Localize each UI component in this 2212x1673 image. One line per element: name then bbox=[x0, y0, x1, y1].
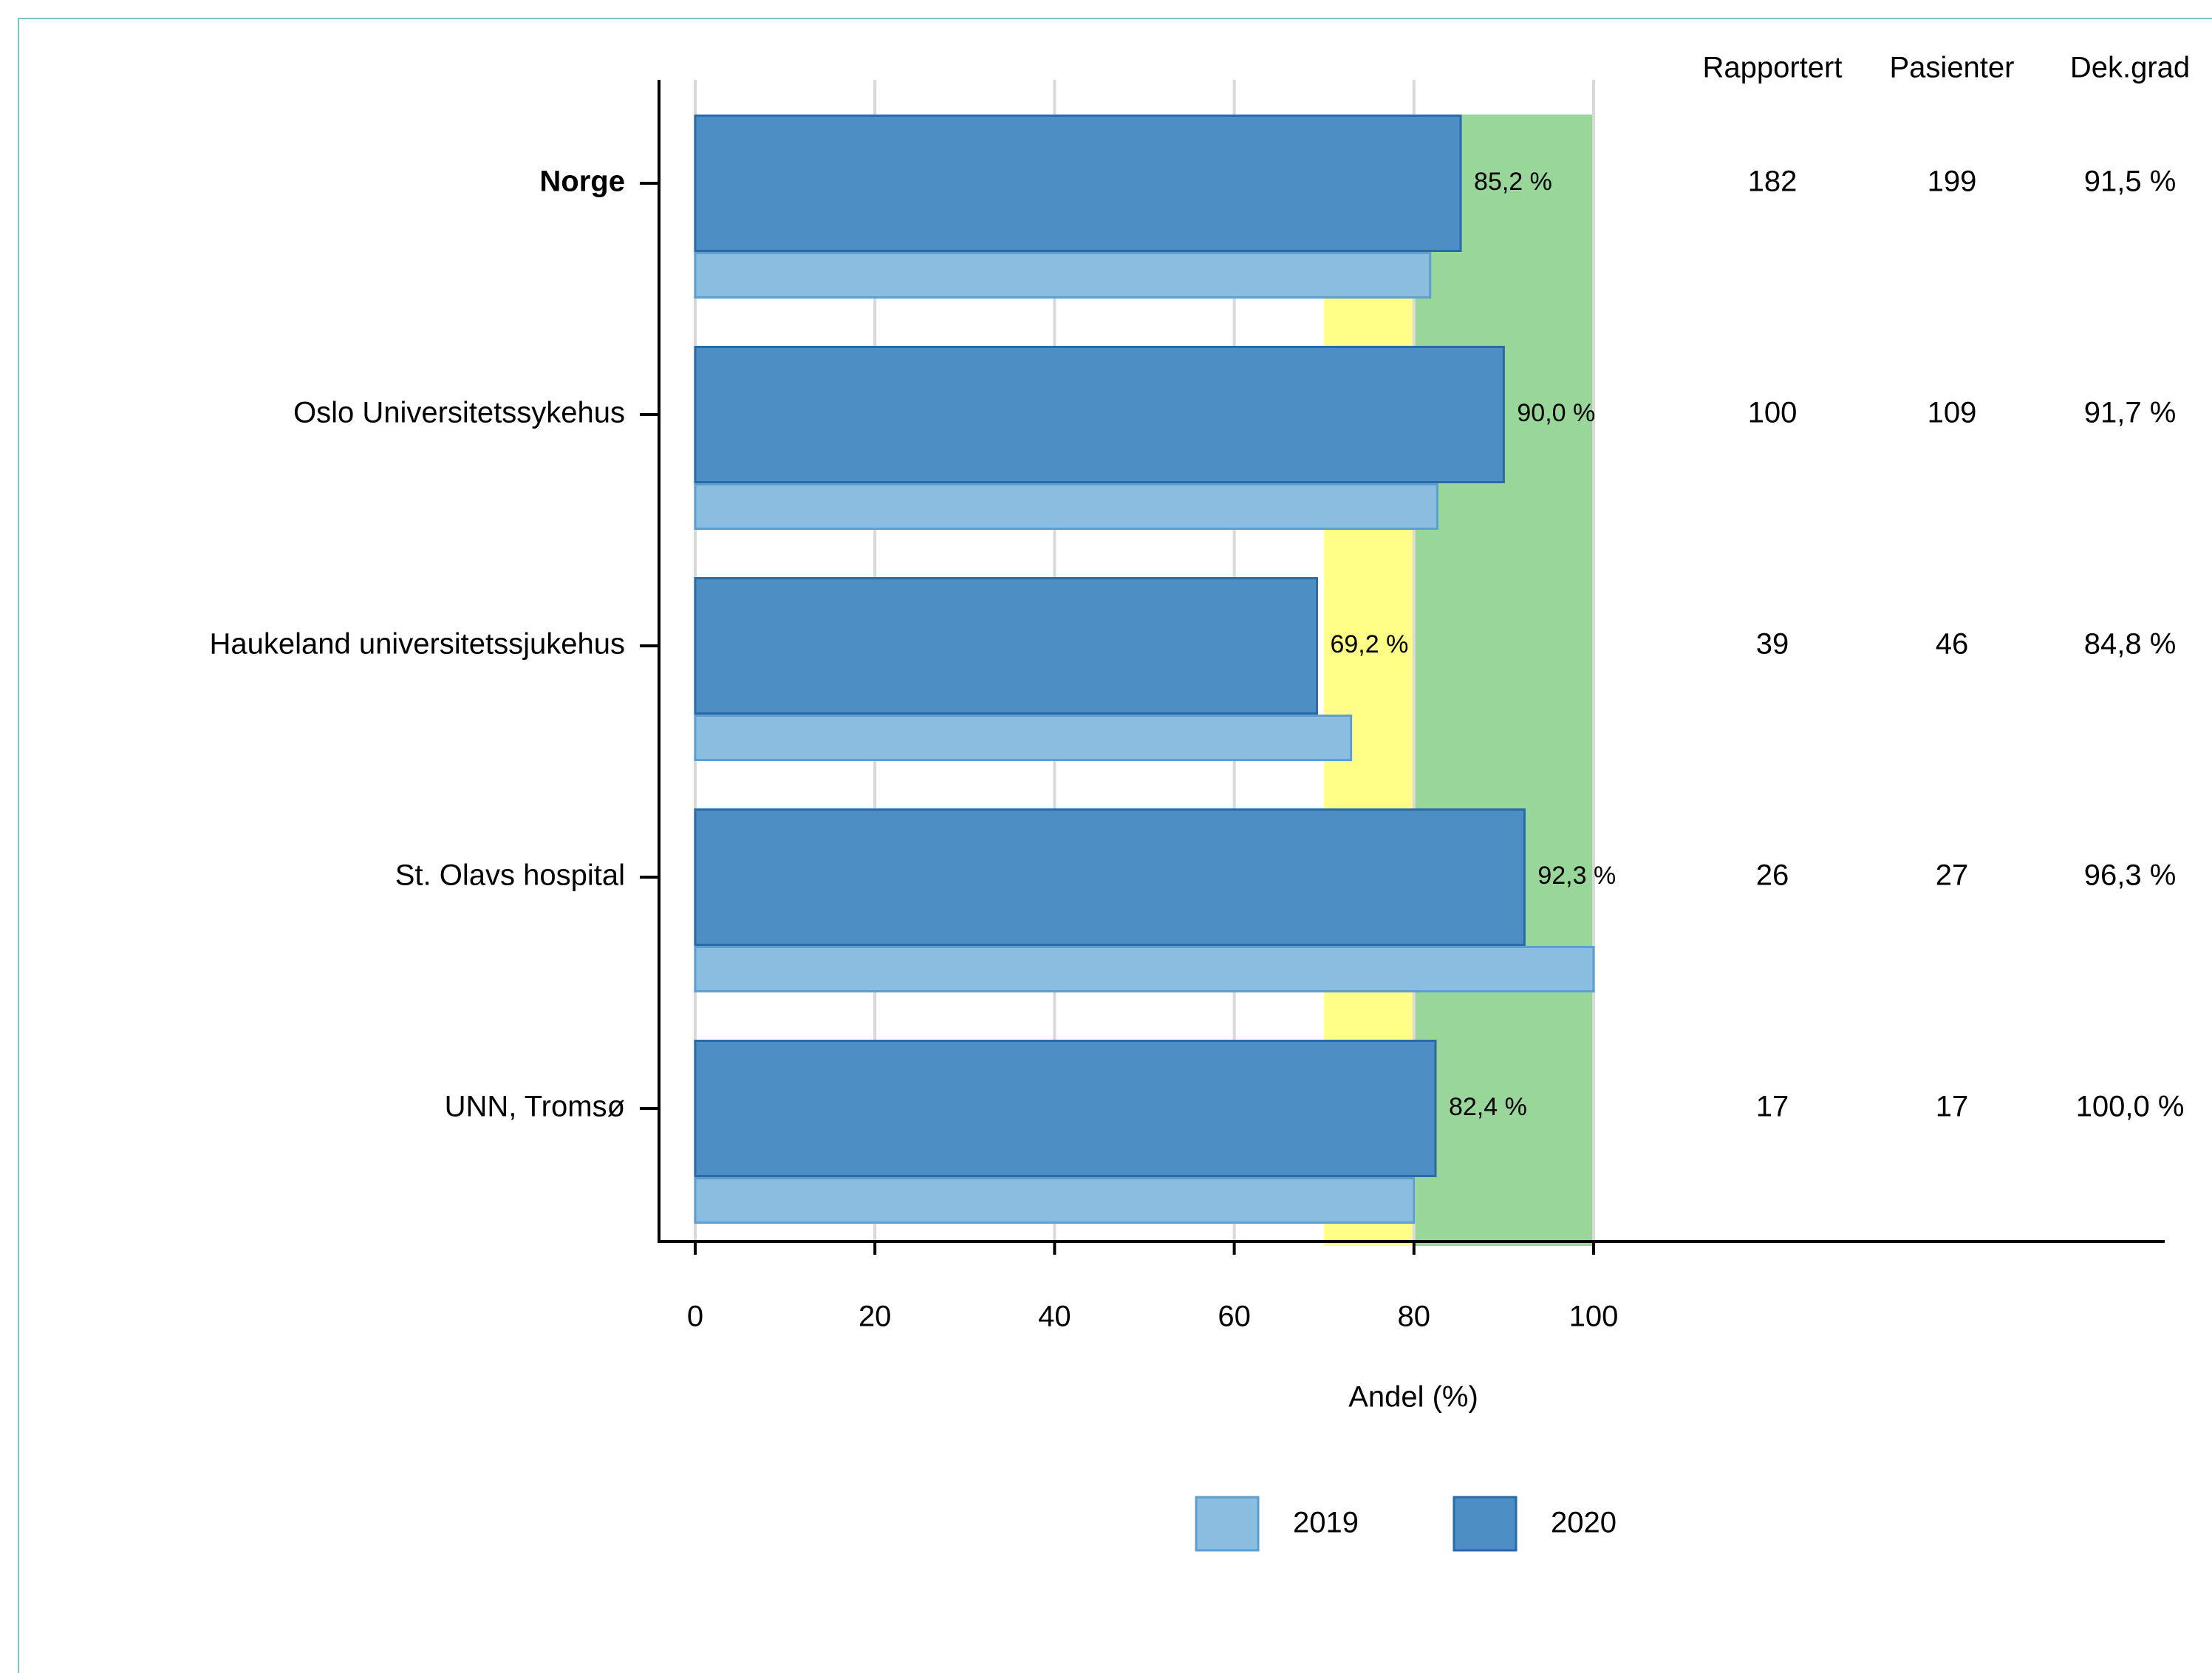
table-cell-3-0: 26 bbox=[1756, 859, 1789, 892]
x-tick-label-4: 80 bbox=[1398, 1301, 1431, 1333]
table-cell-3-2: 96,3 % bbox=[2084, 859, 2177, 892]
legend: 2019 2020 bbox=[1195, 1496, 1617, 1552]
bar-2019-2 bbox=[694, 715, 1353, 761]
x-axis-title: Andel (%) bbox=[1348, 1381, 1478, 1414]
bars: 85,2 % 90,0 % 69,2 % 92,3 % 82,4 % bbox=[694, 115, 1616, 1224]
table-cell-0-2: 91,5 % bbox=[2084, 166, 2177, 198]
table-cell-4-1: 17 bbox=[1936, 1091, 1969, 1123]
bar-2020-0 bbox=[694, 115, 1462, 252]
bar-2020-1 bbox=[694, 346, 1505, 483]
bar-2019-4 bbox=[694, 1177, 1416, 1224]
table-header-0: Rapportert bbox=[1703, 52, 1843, 84]
category-label-1: Oslo Universitetssykehus bbox=[293, 397, 625, 429]
bar-2020-4 bbox=[694, 1040, 1437, 1177]
bar-2020-2 bbox=[694, 577, 1318, 715]
bar-2019-1 bbox=[694, 483, 1438, 530]
value-label-4: 82,4 % bbox=[1449, 1093, 1527, 1121]
category-label-0: Norge bbox=[539, 166, 625, 198]
value-label-2: 69,2 % bbox=[1330, 630, 1408, 658]
category-label-3: St. Olavs hospital bbox=[395, 859, 625, 892]
table-cell-3-1: 27 bbox=[1936, 859, 1969, 892]
table-header-1: Pasienter bbox=[1890, 52, 2015, 84]
category-label-4: UNN, Tromsø bbox=[445, 1091, 625, 1123]
table-cell-1-1: 109 bbox=[1928, 397, 1977, 429]
chart-frame bbox=[18, 18, 2212, 1673]
category-labels: Norge Oslo Universitetssykehus Haukeland u… bbox=[209, 166, 625, 1123]
legend-swatch-1 bbox=[1453, 1496, 1518, 1552]
x-tick-label-2: 40 bbox=[1038, 1301, 1071, 1333]
bar-2019-3 bbox=[694, 946, 1595, 992]
table-cell-2-0: 39 bbox=[1756, 628, 1789, 661]
table-header-2: Dek.grad bbox=[2070, 52, 2190, 84]
value-label-1: 90,0 % bbox=[1517, 399, 1595, 427]
table-cell-1-2: 91,7 % bbox=[2084, 397, 2177, 429]
table-cell-4-2: 100,0 % bbox=[2076, 1091, 2185, 1123]
category-label-2: Haukeland universitetssjukehus bbox=[209, 628, 625, 661]
table-cell-4-0: 17 bbox=[1756, 1091, 1789, 1123]
bar-2020-3 bbox=[694, 808, 1526, 946]
x-tick-label-5: 100 bbox=[1569, 1301, 1619, 1333]
x-tick-label-1: 20 bbox=[858, 1301, 892, 1333]
value-label-3: 92,3 % bbox=[1537, 862, 1616, 890]
target-band-1 bbox=[1413, 115, 1594, 1246]
legend-label-0: 2019 bbox=[1293, 1507, 1359, 1539]
table-cell-0-0: 182 bbox=[1748, 166, 1798, 198]
legend-swatch-0 bbox=[1195, 1496, 1260, 1552]
legend-label-1: 2020 bbox=[1551, 1507, 1617, 1539]
table-cell-1-0: 100 bbox=[1748, 397, 1798, 429]
axes: 0 20 40 60 80 100 Andel (%) bbox=[640, 80, 2165, 1414]
x-tick-label-3: 60 bbox=[1218, 1301, 1251, 1333]
x-tick-label-0: 0 bbox=[687, 1301, 703, 1333]
bar-2019-0 bbox=[694, 252, 1432, 299]
value-label-0: 85,2 % bbox=[1474, 168, 1552, 196]
target-bands bbox=[1324, 115, 1594, 1246]
table-cell-2-1: 46 bbox=[1936, 628, 1969, 661]
table-cell-2-2: 84,8 % bbox=[2084, 628, 2177, 661]
table-cell-0-1: 199 bbox=[1928, 166, 1977, 198]
data-table: Rapportert Pasienter Dek.grad 182 199 91,5 % 1… bbox=[1703, 52, 2191, 1123]
